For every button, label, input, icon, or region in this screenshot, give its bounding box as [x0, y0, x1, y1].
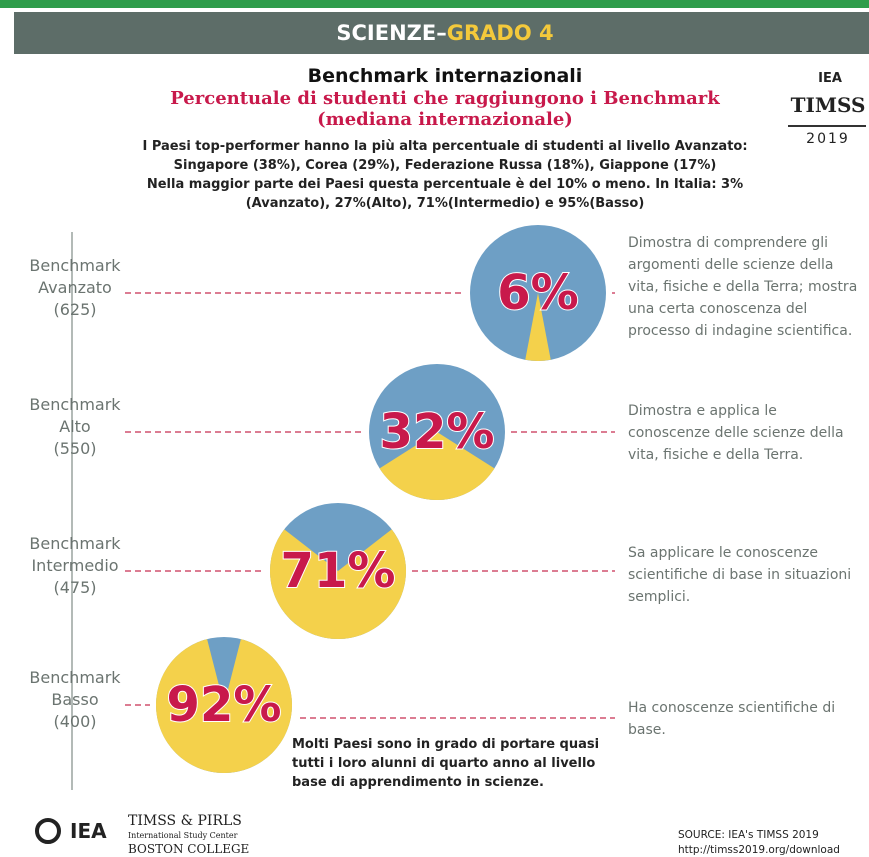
value-label: 71% — [281, 543, 396, 599]
subtitle: (mediana internazionale) — [317, 109, 573, 130]
logo-study: TIMSS — [791, 93, 866, 117]
benchmark-label: Benchmark — [29, 668, 121, 687]
footer-source: SOURCE: IEA's TIMSS 2019 — [678, 829, 819, 841]
footer-center: BOSTON COLLEGE — [128, 842, 249, 856]
value-label: 92% — [167, 677, 282, 733]
logo-year: 2019 — [806, 131, 850, 147]
footer-source: http://timss2019.org/download — [678, 844, 840, 856]
benchmark-description: Dimostra di comprendere gli argomenti de… — [628, 235, 858, 339]
intro-line: Singapore (38%), Corea (29%), Federazion… — [173, 158, 717, 173]
benchmark-label: (400) — [53, 712, 97, 731]
benchmark-label: Basso — [51, 690, 99, 709]
pie-slice — [379, 432, 495, 500]
pie-slice — [525, 293, 551, 361]
note: Molti Paesi sono in grado di portare qua… — [292, 737, 600, 790]
subject: SCIENZE– — [336, 21, 446, 45]
intro-line: Nella maggior parte dei Paesi questa per… — [146, 177, 744, 192]
benchmark-label: (475) — [53, 578, 97, 597]
footer-center: TIMSS & PIRLS — [128, 813, 242, 829]
footer-logo — [35, 818, 61, 844]
logo-org: IEA — [818, 71, 842, 86]
footer-center: International Study Center — [128, 831, 238, 840]
grade: GRADO 4 — [447, 21, 554, 45]
value-label: 32% — [380, 404, 495, 460]
benchmark-label: (550) — [53, 439, 97, 458]
top-bar — [0, 0, 869, 8]
benchmark-label: Benchmark — [29, 534, 121, 553]
benchmark-label: Benchmark — [29, 395, 121, 414]
footer-org: IEA — [70, 819, 107, 843]
benchmark-label: Alto — [59, 417, 91, 436]
intro-line: I Paesi top-performer hanno la più alta … — [142, 139, 748, 154]
pie-slice — [269, 529, 406, 640]
benchmark-description: Dimostra e applica le conoscenze delle s… — [628, 403, 844, 463]
logo-rule — [788, 125, 866, 127]
header: SCIENZE–GRADO 4 — [336, 21, 553, 45]
benchmark-label: Benchmark — [29, 256, 121, 275]
benchmark-label: Intermedio — [31, 556, 119, 575]
benchmark-label: (625) — [53, 300, 97, 319]
benchmark-label: Avanzato — [38, 278, 112, 297]
benchmark-description: Sa applicare le conoscenze scientifiche … — [628, 545, 852, 605]
header-band — [14, 12, 869, 54]
pie-slice — [156, 639, 292, 774]
value-label: 6% — [497, 265, 579, 321]
intro-line: (Avanzato), 27%(Alto), 71%(Intermedio) e… — [245, 196, 645, 211]
title: Benchmark internazionali — [308, 65, 583, 87]
benchmark-description: Ha conoscenze scientifiche di base. — [628, 700, 836, 738]
subtitle: Percentuale di studenti che raggiungono … — [170, 88, 720, 109]
